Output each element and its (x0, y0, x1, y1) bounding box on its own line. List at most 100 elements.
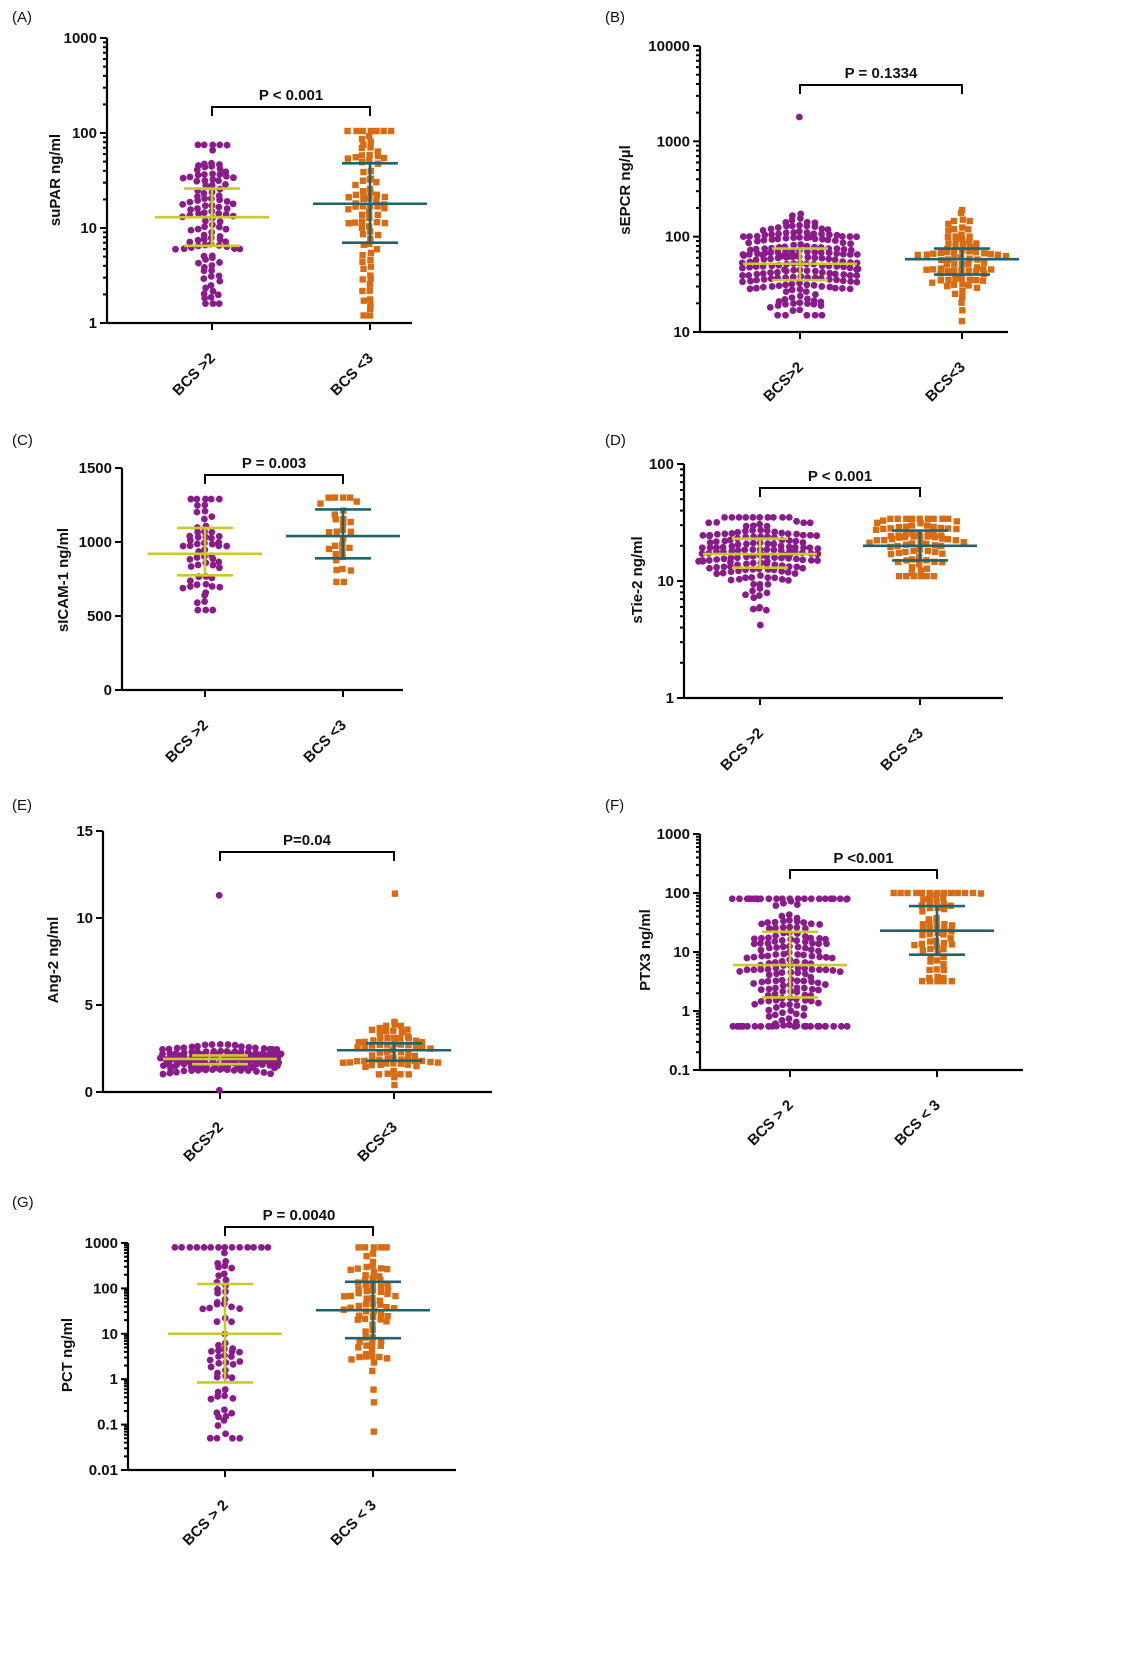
data-point (937, 265, 945, 272)
data-point (339, 1059, 347, 1066)
data-point (721, 513, 728, 521)
data-point (215, 210, 223, 217)
data-point (933, 957, 941, 964)
data-point (749, 587, 756, 595)
data-point (362, 1328, 369, 1335)
data-point (807, 997, 815, 1005)
data-point (746, 233, 753, 240)
data-point (236, 1434, 244, 1442)
data-point (765, 971, 773, 979)
data-point (383, 1303, 390, 1311)
data-point (790, 234, 797, 242)
data-point (207, 1243, 215, 1251)
data-point (187, 206, 194, 214)
data-point (917, 520, 924, 527)
data-point (193, 540, 201, 548)
data-point (750, 935, 758, 943)
data-point (229, 1434, 236, 1442)
data-point (354, 1265, 361, 1272)
data-point (194, 197, 202, 204)
data-point (846, 233, 854, 240)
data-point (839, 239, 847, 247)
data-point (172, 245, 179, 253)
data-point (358, 135, 366, 143)
data-point (755, 604, 763, 612)
data-point (799, 531, 807, 539)
data-point (924, 515, 932, 523)
data-point (749, 539, 757, 547)
data-point (764, 977, 772, 985)
data-point (933, 898, 940, 905)
data-point (706, 532, 713, 540)
data-point (793, 563, 801, 571)
x-category-label: BCS<3 (354, 1119, 401, 1166)
data-point (799, 564, 807, 572)
data-point (926, 898, 933, 906)
y-tick-label: 100 (665, 885, 690, 902)
data-point (215, 542, 223, 550)
data-point (359, 251, 366, 259)
data-point (785, 911, 793, 919)
data-point (806, 519, 814, 527)
panel-label: (B) (605, 9, 625, 26)
data-point (979, 277, 987, 284)
data-point (384, 1041, 391, 1048)
data-point (368, 1026, 376, 1034)
data-point (887, 525, 894, 532)
data-point (794, 951, 802, 958)
data-point (728, 895, 736, 903)
data-point (735, 567, 742, 575)
y-tick-label: 1 (666, 690, 674, 707)
data-point (193, 554, 201, 561)
data-point (792, 958, 800, 966)
y-tick-label: 10 (76, 910, 93, 927)
data-point (958, 299, 965, 306)
data-point (720, 555, 728, 563)
data-point (735, 513, 743, 521)
data-point (911, 941, 918, 949)
data-point (966, 217, 973, 225)
data-point (391, 1074, 398, 1081)
data-point (760, 236, 768, 244)
data-point (797, 241, 805, 248)
data-point (209, 170, 216, 178)
data-point (778, 567, 786, 575)
data-point (780, 899, 787, 907)
data-point (193, 177, 201, 185)
data-point (768, 236, 776, 243)
data-point (367, 249, 375, 257)
data-point (796, 306, 804, 314)
data-point (951, 290, 959, 298)
data-point (973, 276, 980, 284)
data-point (340, 494, 347, 501)
y-axis-label: sTie-2 ng/ml (629, 536, 646, 623)
data-point (825, 231, 833, 239)
data-point (216, 259, 223, 266)
data-point (763, 560, 771, 568)
data-point (806, 531, 814, 539)
data-point (813, 532, 821, 540)
data-point (765, 944, 773, 952)
y-tick-label: 0 (104, 682, 112, 699)
data-point (188, 1048, 196, 1056)
data-point (987, 266, 995, 273)
data-point (355, 1289, 362, 1297)
data-point (193, 599, 201, 607)
data-point (355, 1312, 363, 1319)
data-point (208, 181, 216, 189)
data-point (800, 951, 807, 959)
data-point (803, 281, 811, 289)
y-tick-label: 100 (72, 125, 97, 142)
data-point (918, 940, 926, 948)
data-point (200, 235, 208, 243)
data-point (778, 912, 786, 920)
data-point (801, 895, 808, 903)
data-point (366, 296, 374, 303)
data-point (369, 1353, 376, 1360)
y-tick-label: 1000 (79, 534, 112, 551)
data-point (895, 572, 903, 580)
data-point (838, 232, 846, 240)
data-point (376, 1297, 383, 1305)
significance-bracket (211, 106, 371, 116)
data-point (741, 527, 749, 535)
